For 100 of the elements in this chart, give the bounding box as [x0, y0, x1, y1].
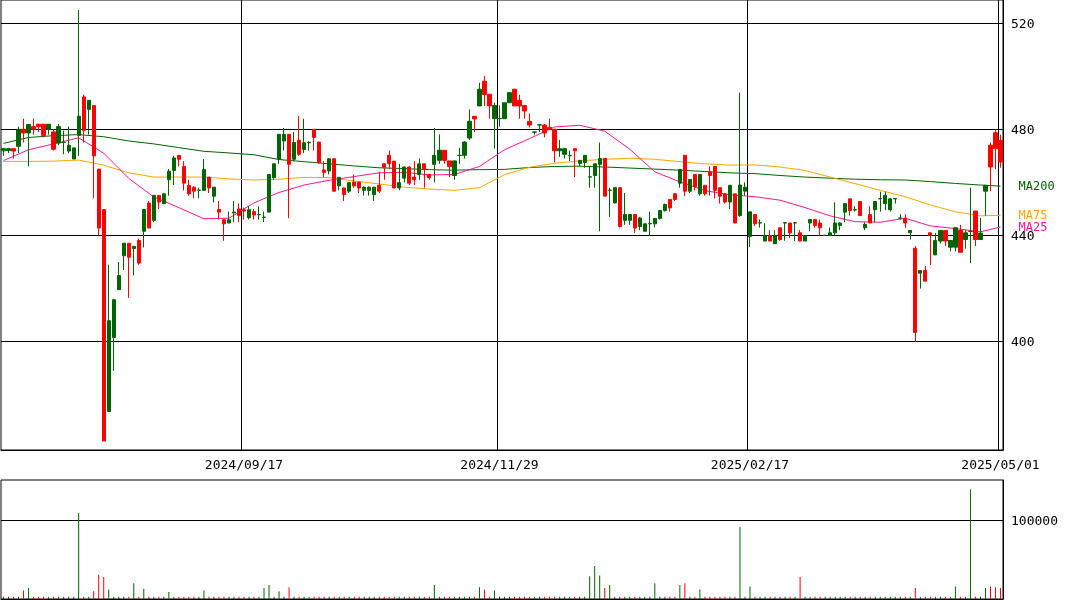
candlestick	[537, 123, 542, 133]
candlestick	[51, 128, 56, 152]
candlestick	[132, 245, 136, 276]
candlestick	[733, 193, 737, 224]
candlestick	[417, 158, 421, 181]
candlestick	[728, 184, 732, 210]
candlestick	[873, 201, 877, 223]
candlestick	[152, 194, 156, 223]
y-tick-label: 480	[1011, 121, 1035, 137]
candlestick	[868, 205, 872, 224]
candlestick	[573, 148, 577, 178]
candlestick	[297, 115, 301, 157]
candlestick	[918, 269, 922, 290]
candlestick	[337, 176, 341, 191]
candlestick	[798, 229, 802, 242]
candlestick	[92, 104, 96, 199]
candlestick	[968, 187, 973, 264]
y-tick-label: 520	[1011, 15, 1035, 31]
candlestick	[568, 150, 572, 162]
line-series	[3, 124, 1001, 233]
candlestick	[773, 229, 777, 245]
candlestick	[858, 201, 862, 217]
candlestick	[688, 178, 692, 194]
candlestick	[21, 118, 26, 144]
candlestick	[603, 158, 607, 197]
candlestick	[928, 232, 932, 266]
candlestick	[247, 205, 251, 221]
candlestick	[903, 213, 907, 229]
candlestick	[137, 238, 141, 266]
x-tick-label: 2025/05/01	[961, 457, 1040, 472]
candlestick	[963, 229, 968, 250]
candlestick	[347, 181, 351, 194]
candlestick	[167, 168, 171, 197]
candlestick	[232, 200, 236, 223]
candlestick	[943, 229, 948, 247]
candlestick	[778, 227, 782, 242]
candlestick	[377, 171, 381, 194]
candlestick	[207, 176, 211, 194]
candlestick	[122, 242, 126, 271]
candlestick	[452, 160, 457, 181]
candlestick	[748, 211, 752, 248]
candlestick	[863, 221, 867, 231]
x-tick-label: 2024/09/17	[204, 457, 284, 472]
candlestick	[182, 160, 186, 191]
candlestick	[908, 229, 912, 240]
candlestick	[913, 245, 917, 343]
candlestick	[527, 112, 532, 128]
candlestick	[853, 205, 857, 213]
y-tick-label: 100000	[1011, 513, 1058, 529]
candlestick	[803, 234, 807, 242]
candlestick	[262, 211, 266, 223]
candlestick	[287, 133, 291, 219]
candlestick	[978, 217, 983, 240]
candlestick	[808, 219, 812, 232]
candlestick	[317, 141, 321, 165]
candlestick	[467, 108, 472, 141]
candlestick	[127, 242, 131, 299]
candlestick	[312, 128, 316, 152]
candlestick	[618, 187, 622, 229]
candlestick	[212, 186, 216, 203]
candlestick	[703, 184, 707, 197]
line-series	[3, 157, 1001, 217]
candlestick	[11, 148, 16, 159]
candlestick	[427, 173, 431, 181]
candlestick	[172, 155, 176, 186]
candlestick	[472, 115, 477, 133]
candlestick	[973, 210, 978, 247]
candlestick	[327, 158, 331, 175]
candlestick	[177, 154, 181, 167]
series-label: MA200	[1018, 179, 1055, 194]
candlestick	[477, 82, 482, 107]
x-tick-label: 2025/02/17	[710, 457, 790, 472]
candlestick	[768, 229, 772, 242]
candlestick	[843, 203, 847, 223]
candlestick	[683, 154, 687, 197]
candlestick	[257, 205, 261, 221]
candlestick	[252, 208, 256, 221]
candlestick	[217, 200, 221, 221]
candlestick	[322, 160, 326, 178]
candlestick	[693, 173, 697, 191]
y-tick-label: 400	[1011, 334, 1035, 350]
candlestick	[923, 265, 927, 282]
series-label: MA75	[1018, 208, 1048, 223]
candlestick	[783, 221, 787, 242]
x-tick-label: 2024/11/29	[460, 457, 539, 472]
candlestick	[142, 208, 146, 248]
candlestick	[147, 200, 151, 229]
candlestick	[763, 222, 767, 242]
candlestick	[342, 187, 346, 202]
candlestick	[82, 94, 86, 144]
candlestick	[157, 194, 161, 210]
candlestick	[698, 173, 702, 197]
candlestick	[788, 222, 792, 239]
candlestick	[633, 213, 637, 234]
candlestick	[958, 224, 963, 253]
candlestick	[532, 131, 537, 136]
candlestick	[162, 192, 166, 205]
candlestick	[848, 198, 852, 217]
candlestick	[758, 219, 762, 229]
candlestick	[793, 221, 797, 242]
